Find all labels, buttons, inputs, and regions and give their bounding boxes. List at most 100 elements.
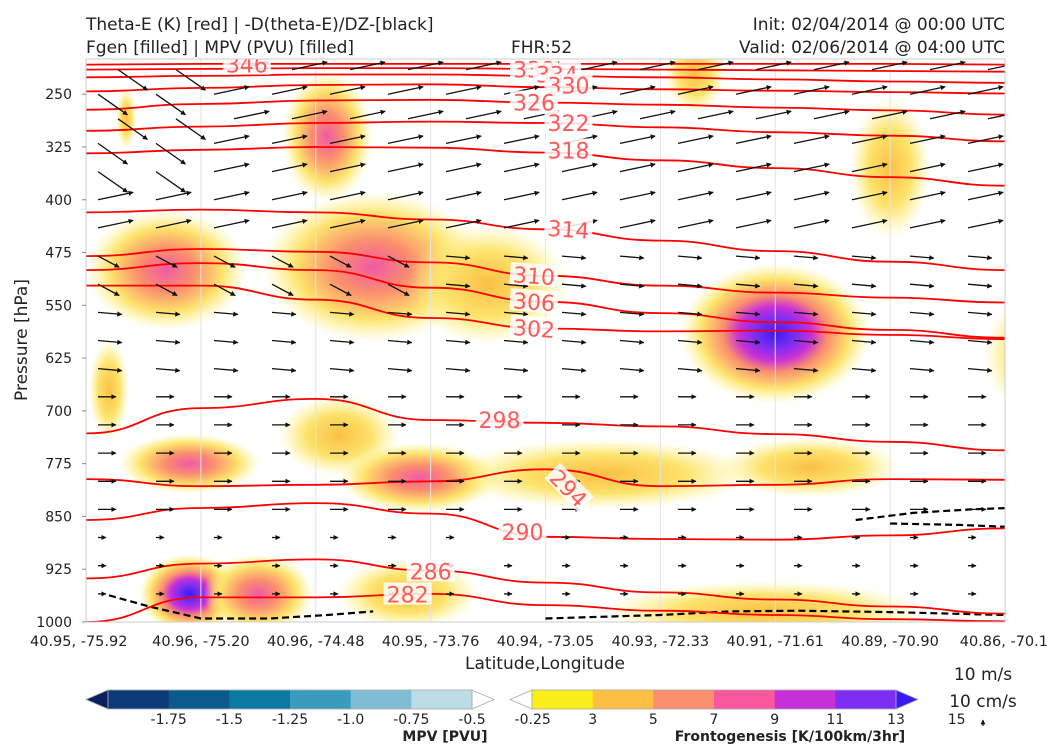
wind-vector-174	[909, 339, 935, 345]
wind-vector-146	[213, 311, 239, 317]
wind-vector-140	[793, 283, 819, 289]
wind-vector-111	[967, 218, 1004, 229]
wind-vector-21	[387, 85, 424, 95]
cb-fgen-upper-arrow	[895, 689, 920, 710]
cb-fgen-swatch-4	[714, 690, 776, 709]
wind-vector-188	[793, 367, 819, 373]
wind-vector-46	[929, 109, 966, 120]
theta-e-label-bg-326	[510, 90, 559, 113]
wind-vector-76	[793, 162, 830, 173]
wind-vector-114	[213, 255, 236, 268]
fgen-blob-10	[119, 433, 260, 494]
wind-vector-105	[619, 218, 656, 229]
theta-e-label-306: 306	[512, 289, 556, 317]
wind-vector-42	[697, 109, 734, 120]
wind-vector-19	[271, 85, 308, 95]
dthetae-dz-contour-3	[890, 522, 1005, 528]
wind-vector-61	[851, 134, 888, 145]
theta-e-label-bg-286	[406, 559, 455, 582]
vector-key: 10 m/s 10 cm/s	[949, 665, 1017, 726]
wind-vector-116	[329, 255, 352, 268]
fgen-blob-0	[116, 88, 137, 149]
wind-vector-190	[909, 367, 935, 373]
theta-e-label-bg-310	[509, 262, 559, 288]
wind-vector-71	[503, 162, 540, 173]
wind-vector-30	[909, 85, 946, 95]
wind-vector-77	[851, 162, 888, 173]
cb-mpv-lower-arrow	[84, 689, 109, 710]
cb-mpv-swatch-1	[108, 690, 170, 709]
fgen-blob-1	[664, 59, 725, 114]
wind-vector-58	[677, 134, 714, 145]
wind-vector-78	[909, 162, 946, 173]
cb-mpv-tick: -0.5	[458, 712, 485, 728]
wind-vector-100	[329, 218, 366, 229]
wind-vector-22	[445, 85, 482, 95]
wind-vector-129	[155, 283, 178, 297]
fgen-blob-8	[983, 306, 1005, 403]
y-tick-label: 625	[45, 351, 72, 367]
wind-vector-1	[175, 69, 206, 91]
wind-vector-64	[97, 171, 128, 193]
wind-vector-155	[735, 311, 761, 317]
vector-key-horizontal-label: 10 m/s	[954, 665, 1012, 685]
wind-vector-183	[503, 367, 529, 373]
wind-vector-37	[407, 109, 444, 120]
wind-vector-180	[329, 367, 355, 373]
wind-vector-96	[97, 218, 134, 229]
wind-vector-103	[503, 218, 540, 229]
wind-vector-179	[271, 367, 297, 373]
theta-e-label-bg-318	[544, 138, 593, 161]
wind-vector-0	[117, 69, 148, 91]
cb-mpv-swatch-6	[411, 690, 473, 709]
wind-vector-160	[97, 339, 123, 345]
fgen-blob-13	[452, 439, 753, 510]
wind-vector-55	[503, 134, 540, 145]
wind-vector-62	[909, 134, 946, 145]
wind-vector-98	[213, 218, 250, 229]
wind-vector-139	[735, 283, 761, 289]
wind-vector-177	[155, 367, 181, 373]
wind-vector-186	[677, 367, 703, 373]
wind-vector-172	[793, 339, 819, 345]
theta-e-label-bg-302	[509, 314, 559, 341]
wind-vector-99	[271, 218, 308, 229]
cb-fgen-swatch-2	[592, 690, 654, 709]
wind-vector-88	[561, 190, 598, 201]
wind-vector-137	[619, 283, 645, 289]
wind-vector-72	[561, 162, 598, 173]
wind-vector-43	[755, 109, 792, 120]
wind-vector-158	[909, 311, 935, 317]
theta-e-contour-294	[86, 468, 1005, 488]
wind-vector-6	[465, 60, 502, 71]
wind-vector-34	[233, 109, 270, 120]
wind-vector-63	[967, 134, 1004, 145]
theta-e-contour-282	[86, 592, 1005, 622]
cb-mpv-swatch-3	[229, 690, 291, 709]
theta-e-label-bg-346	[222, 59, 271, 75]
y-axis-label: Pressure [hPa]	[12, 279, 32, 401]
wind-vector-97	[155, 218, 192, 229]
wind-vector-41	[639, 109, 676, 120]
wind-vector-162	[213, 339, 239, 345]
x-axis-label: Latitude,Longitude	[465, 654, 625, 674]
theta-e-label-bg-306	[509, 288, 559, 314]
wind-vector-161	[155, 339, 181, 345]
wind-vector-81	[155, 190, 192, 201]
wind-vector-124	[793, 255, 819, 261]
wind-vector-95	[967, 190, 1004, 201]
cb-mpv-outline	[107, 689, 473, 710]
wind-vector-45	[871, 109, 908, 120]
wind-vector-185	[619, 367, 645, 373]
wind-vector-132	[329, 283, 352, 297]
theta-e-label-310: 310	[512, 263, 556, 291]
cb-fgen-tick: 5	[649, 712, 658, 728]
wind-vector-127	[967, 255, 993, 261]
wind-vector-52	[329, 134, 366, 145]
wind-vector-92	[793, 190, 830, 201]
wind-vector-133	[387, 283, 410, 297]
y-tick-label: 700	[45, 404, 72, 420]
wind-vector-10	[697, 60, 734, 71]
wind-vector-130	[213, 283, 236, 297]
